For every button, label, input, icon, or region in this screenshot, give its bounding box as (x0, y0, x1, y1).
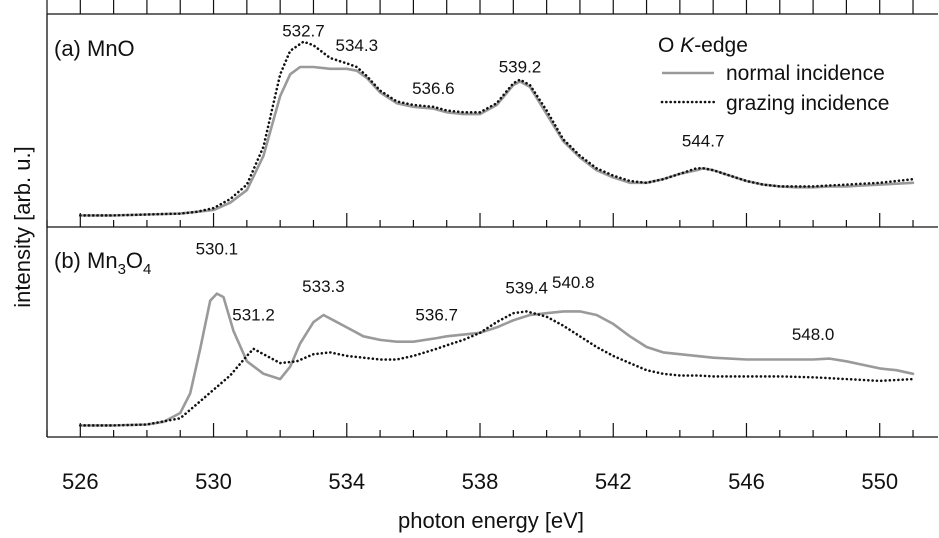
peak-label: 539.2 (499, 57, 542, 76)
legend-title: O K-edge (658, 34, 748, 57)
peak-label: 544.7 (682, 132, 725, 151)
series-line-panel-a-grazing (79, 40, 915, 217)
peak-label: 540.8 (552, 273, 595, 292)
legend: O K-edge normal incidence grazing incide… (658, 34, 889, 115)
x-axis-title: photon energy [eV] (398, 508, 584, 533)
labels-group: 526 530 534 538 542 546 550 532.7 534.3 536.6 539.… (62, 21, 898, 494)
peak-label: 533.3 (302, 277, 345, 296)
legend-grazing-label: grazing incidence (726, 92, 889, 115)
series-line-panel-a-normal (79, 65, 915, 217)
axes-group (46, 0, 938, 438)
x-tick-label: 530 (195, 469, 232, 494)
peak-label: 548.0 (792, 325, 835, 344)
panel-a-label: (a) MnO (54, 36, 135, 61)
peak-label: 531.2 (232, 305, 275, 324)
x-tick-label: 526 (62, 469, 99, 494)
x-tick-label: 542 (595, 469, 632, 494)
series-line-panel-b-normal (79, 292, 915, 427)
x-tick-label: 546 (728, 469, 765, 494)
x-tick-label: 534 (328, 469, 365, 494)
peak-label: 536.6 (412, 79, 455, 98)
series-line-panel-b-grazing (79, 310, 915, 427)
peak-label: 539.4 (505, 279, 548, 298)
series-group (79, 40, 915, 427)
y-axis-title: intensity [arb. u.] (10, 146, 35, 307)
x-tick-label: 538 (462, 469, 499, 494)
legend-normal-label: normal incidence (726, 62, 885, 85)
peak-label: 532.7 (282, 21, 325, 40)
peak-label: 534.3 (335, 36, 378, 55)
peak-label: 530.1 (196, 239, 239, 258)
panel-b-label: (b) Mn3O4 (54, 248, 151, 278)
peak-label: 536.7 (415, 305, 458, 324)
x-tick-label: 550 (861, 469, 898, 494)
